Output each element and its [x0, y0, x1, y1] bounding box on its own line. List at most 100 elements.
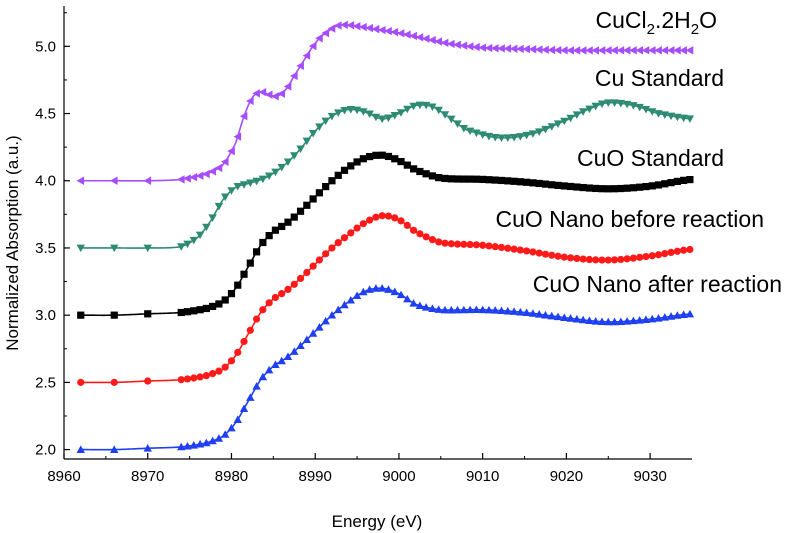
- data-point: [504, 177, 512, 185]
- data-point: [504, 244, 512, 252]
- data-point: [265, 299, 273, 307]
- data-point: [308, 41, 317, 51]
- data-point: [415, 301, 425, 310]
- data-point: [334, 305, 343, 314]
- data-point: [302, 137, 312, 146]
- data-point: [560, 253, 568, 261]
- data-point: [510, 177, 518, 185]
- data-point: [591, 317, 600, 325]
- data-point: [598, 185, 606, 193]
- data-point: [422, 170, 430, 178]
- data-point: [685, 46, 694, 55]
- data-point: [485, 176, 493, 184]
- data-point: [465, 305, 475, 314]
- data-point: [622, 100, 632, 109]
- data-point: [334, 21, 342, 30]
- data-point: [422, 233, 430, 241]
- data-point: [183, 375, 192, 383]
- series-4: [76, 284, 695, 453]
- data-point: [673, 247, 681, 255]
- data-point: [264, 365, 274, 374]
- data-point: [353, 224, 361, 232]
- data-point: [491, 243, 499, 251]
- data-point: [460, 175, 468, 183]
- data-point: [309, 262, 317, 270]
- data-point: [667, 178, 675, 187]
- data-point: [654, 181, 663, 189]
- data-point: [459, 305, 469, 314]
- data-point: [271, 168, 280, 177]
- data-point: [284, 285, 292, 293]
- data-point: [547, 123, 556, 131]
- data-point: [666, 46, 675, 55]
- data-point: [579, 255, 587, 263]
- data-point: [277, 356, 286, 365]
- data-point: [308, 129, 318, 138]
- data-point: [441, 174, 449, 183]
- data-point: [359, 108, 368, 116]
- data-point: [421, 101, 431, 110]
- data-point: [196, 306, 204, 314]
- data-point: [143, 176, 152, 185]
- data-point: [76, 445, 85, 453]
- data-point: [202, 304, 210, 313]
- data-point: [610, 99, 619, 107]
- data-point: [110, 378, 118, 386]
- data-point: [440, 38, 449, 48]
- data-point: [227, 357, 236, 365]
- data-point: [535, 249, 543, 257]
- data-point: [560, 182, 568, 190]
- data-point: [585, 316, 594, 324]
- data-point: [686, 245, 694, 254]
- data-point: [315, 189, 323, 197]
- data-point: [479, 175, 487, 184]
- data-point: [629, 46, 637, 55]
- data-point: [578, 108, 588, 116]
- data-point: [597, 46, 606, 55]
- data-point: [271, 226, 280, 234]
- data-point: [541, 45, 549, 54]
- data-point: [183, 174, 191, 183]
- data-point: [522, 131, 531, 140]
- data-point: [246, 96, 254, 106]
- data-point: [352, 21, 361, 31]
- data-point: [359, 155, 367, 163]
- data-point: [484, 305, 494, 314]
- data-point: [409, 165, 418, 173]
- data-point: [208, 436, 217, 445]
- data-point: [541, 310, 550, 319]
- data-point: [472, 129, 481, 138]
- data-point: [453, 120, 462, 128]
- data-point: [371, 24, 380, 34]
- y-tick-label: 5.0: [35, 38, 56, 55]
- data-point: [529, 179, 537, 187]
- data-point: [547, 45, 556, 55]
- data-point: [240, 270, 248, 278]
- data-point: [327, 112, 337, 121]
- data-point: [497, 134, 506, 143]
- data-point: [673, 113, 682, 122]
- data-point: [327, 24, 336, 33]
- data-point: [403, 30, 411, 39]
- data-point: [290, 347, 299, 355]
- data-point: [409, 31, 417, 41]
- data-point: [516, 44, 524, 54]
- data-point: [509, 44, 518, 53]
- data-point: [377, 25, 386, 35]
- data-point: [604, 256, 612, 264]
- data-point: [143, 244, 152, 253]
- data-point: [233, 415, 242, 423]
- data-point: [636, 253, 644, 261]
- data-point: [340, 20, 348, 30]
- data-point: [296, 341, 305, 350]
- data-point: [566, 182, 575, 191]
- data-point: [372, 151, 380, 159]
- data-point: [635, 316, 644, 324]
- x-tick-label: 9010: [466, 468, 499, 485]
- data-point: [77, 311, 85, 319]
- data-point: [503, 134, 512, 142]
- data-point: [278, 222, 286, 231]
- data-point: [453, 175, 462, 183]
- data-point: [221, 296, 229, 304]
- data-point: [396, 29, 405, 38]
